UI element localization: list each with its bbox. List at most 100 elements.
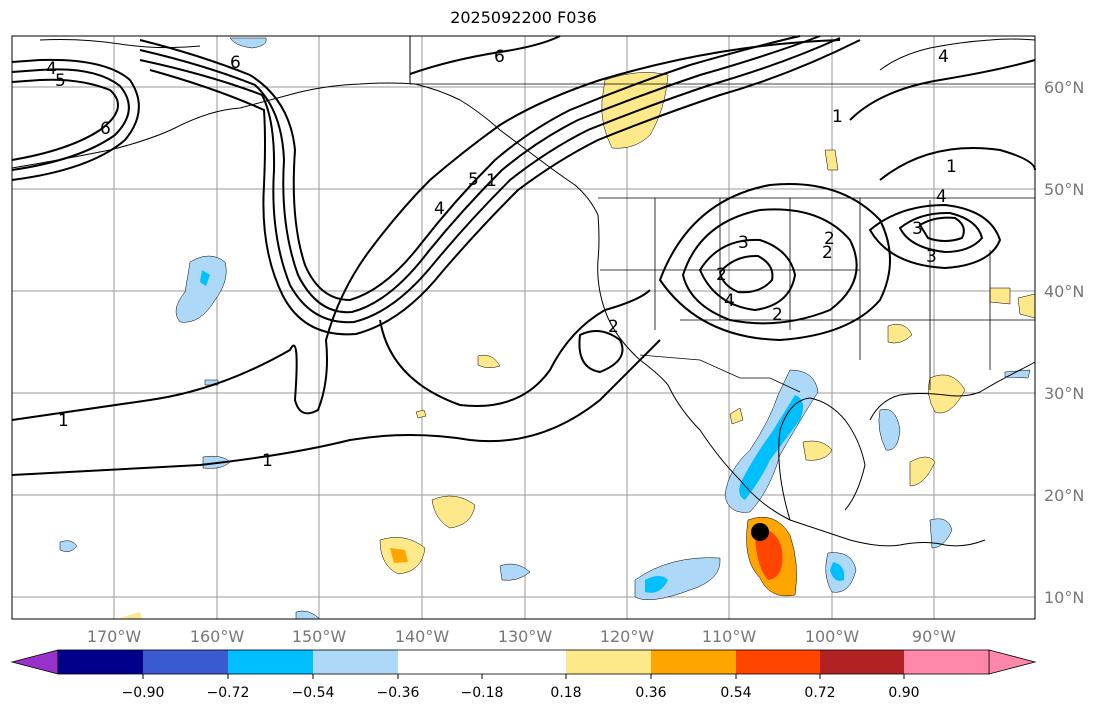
contour-line bbox=[868, 203, 1002, 270]
shade-region bbox=[499, 563, 531, 581]
contours bbox=[11, 35, 1036, 476]
contour-label: 2 bbox=[824, 229, 835, 249]
contour-label: 5 bbox=[55, 71, 66, 91]
contour-line bbox=[681, 208, 858, 325]
contour-label: 2 bbox=[772, 305, 783, 325]
colorbar-segment bbox=[398, 650, 482, 674]
shade-region bbox=[739, 395, 804, 500]
lon-label: 170°W bbox=[87, 627, 142, 646]
shade-region bbox=[431, 495, 476, 529]
contour-line bbox=[578, 330, 624, 374]
shade-region bbox=[729, 407, 744, 425]
contour-label: 1 bbox=[946, 157, 957, 177]
map-frame bbox=[11, 35, 1036, 620]
contour-line bbox=[11, 78, 119, 161]
contour-label: 4 bbox=[938, 47, 949, 67]
map-panel: 4 5 6 6 6 5 4 1 1 1 4 3 2 2 2 2 3 4 2 3 … bbox=[11, 35, 1036, 620]
lat-label: 60°N bbox=[1044, 78, 1084, 97]
contour-label: 4 bbox=[724, 291, 735, 311]
contour-line bbox=[658, 183, 891, 342]
shade-region bbox=[824, 149, 839, 171]
colorbar-tick-label: 0.36 bbox=[635, 685, 666, 701]
longitude-labels: 170°W 160°W 150°W 140°W 130°W 120°W 110°… bbox=[87, 627, 956, 646]
lon-label: 100°W bbox=[805, 627, 860, 646]
border-line bbox=[639, 354, 801, 393]
contour-label: 5 bbox=[468, 170, 479, 190]
colorbar-extend-low bbox=[10, 649, 59, 675]
colorbar-tick-label: −0.90 bbox=[122, 685, 165, 701]
colorbar-segment bbox=[313, 650, 398, 674]
contour-label: 4 bbox=[936, 187, 947, 207]
lat-label: 20°N bbox=[1044, 486, 1084, 505]
colorbar-segment bbox=[651, 650, 736, 674]
colorbar-segment bbox=[904, 650, 989, 674]
contour-label: 3 bbox=[738, 233, 749, 253]
colorbar-tick-label: 0.90 bbox=[888, 685, 919, 701]
shade-region bbox=[200, 270, 210, 286]
map-background bbox=[12, 36, 1035, 619]
shade-region bbox=[802, 440, 833, 461]
shade-region bbox=[59, 540, 78, 553]
coastline bbox=[597, 214, 986, 547]
contour-label: 1 bbox=[832, 107, 843, 127]
contour-label: 6 bbox=[100, 119, 111, 139]
contour-line bbox=[11, 58, 140, 181]
shade-region bbox=[887, 324, 913, 344]
shade-region bbox=[1017, 293, 1036, 319]
lon-label: 140°W bbox=[395, 627, 450, 646]
shade-region bbox=[229, 37, 267, 49]
shade-region bbox=[928, 374, 966, 414]
lon-label: 130°W bbox=[498, 627, 553, 646]
contour-line bbox=[698, 238, 797, 312]
colorbar-segment bbox=[228, 650, 313, 674]
contour-line bbox=[139, 37, 841, 324]
shade-region bbox=[415, 409, 427, 419]
lat-label: 30°N bbox=[1044, 384, 1084, 403]
latitude-labels: 60°N 50°N 40°N 30°N 20°N 10°N bbox=[1044, 78, 1084, 607]
contour-label: 2 bbox=[608, 317, 619, 337]
coastline bbox=[778, 397, 866, 521]
contour-line bbox=[139, 35, 821, 314]
contour-line bbox=[379, 289, 651, 407]
lon-label: 160°W bbox=[190, 627, 245, 646]
colorbar-outline bbox=[57, 649, 990, 675]
colorbar-tick-label: −0.72 bbox=[207, 685, 250, 701]
lon-label: 110°W bbox=[702, 627, 757, 646]
colorbar-extend-high bbox=[988, 649, 1037, 675]
shade-region bbox=[645, 576, 668, 593]
storm-center-marker bbox=[751, 523, 769, 541]
contour-label: 2 bbox=[716, 265, 727, 285]
shade-region bbox=[929, 518, 953, 549]
colorbar-segment bbox=[482, 650, 566, 674]
shade-region bbox=[175, 255, 227, 323]
shade-region bbox=[120, 612, 142, 619]
colorbar-segment bbox=[566, 650, 651, 674]
colorbar-tick-labels: −0.90 −0.72 −0.54 −0.36 −0.18 0.18 0.36 … bbox=[122, 685, 920, 701]
colorbar-tick-label: 0.18 bbox=[550, 685, 581, 701]
lon-label: 150°W bbox=[292, 627, 347, 646]
coastline bbox=[879, 38, 1036, 71]
contour-label: 1 bbox=[262, 451, 273, 471]
lon-label: 90°W bbox=[912, 627, 956, 646]
coastline bbox=[11, 82, 599, 216]
contour-line bbox=[879, 147, 1036, 181]
shade-region bbox=[390, 548, 408, 563]
colorbar-segment bbox=[143, 650, 228, 674]
coastline bbox=[869, 361, 1036, 421]
contour-labels: 4 5 6 6 6 5 4 1 1 1 4 3 2 2 2 2 3 4 2 3 … bbox=[46, 47, 957, 471]
shade-region bbox=[989, 287, 1011, 305]
contour-line bbox=[409, 35, 561, 75]
contour-line bbox=[149, 39, 861, 336]
contour-label: 3 bbox=[926, 247, 937, 267]
contour-line bbox=[898, 211, 984, 254]
contour-label: 2 bbox=[822, 243, 833, 263]
colorbar-tick-label: −0.36 bbox=[377, 685, 420, 701]
colorbar-tick-label: 0.72 bbox=[804, 685, 835, 701]
shade-region bbox=[830, 562, 845, 581]
colorbar-segment bbox=[58, 650, 143, 674]
shade-region bbox=[755, 529, 783, 580]
contour-label: 4 bbox=[46, 59, 57, 79]
colorbar-tick-label: 0.54 bbox=[720, 685, 751, 701]
contour-label: 6 bbox=[494, 47, 505, 67]
